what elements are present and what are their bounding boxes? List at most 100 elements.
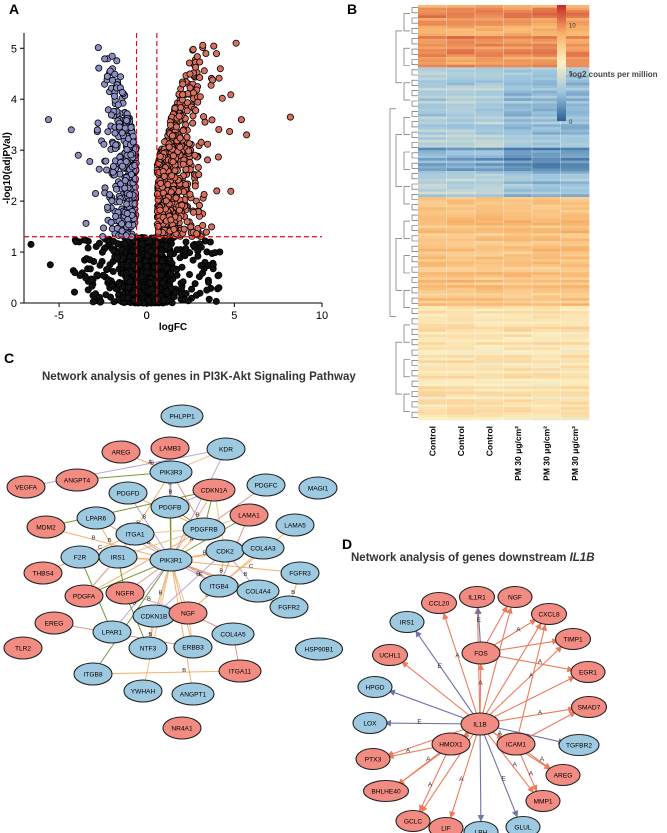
heatmap-cell: [475, 417, 504, 421]
heatmap-cell: [446, 158, 476, 161]
heatmap-cell: [503, 339, 533, 343]
heatmap-cell: [532, 41, 561, 45]
heatmap-cell: [475, 235, 504, 239]
volcano-point: [100, 224, 108, 232]
node-label: CXCL8: [538, 611, 560, 618]
heatmap-cell: [475, 62, 504, 65]
edge-label: A: [529, 770, 534, 777]
volcano-point: [106, 191, 114, 199]
heatmap-cell: [560, 20, 590, 24]
edge-label: A: [406, 747, 411, 754]
heatmap-cell: [503, 292, 533, 296]
heatmap-cell: [475, 129, 504, 133]
node-shape: [460, 712, 500, 736]
volcano-point: [105, 276, 113, 284]
volcano-point: [111, 129, 119, 137]
heatmap-cell: [446, 163, 476, 167]
heatmap-cell: [446, 93, 476, 97]
volcano-point: [192, 107, 200, 115]
heatmap-cell: [418, 191, 447, 195]
heatmap-cell: [560, 290, 590, 294]
volcano-point: [214, 153, 222, 161]
heatmap-cell: [560, 98, 590, 102]
heatmap-cell: [475, 217, 504, 221]
heatmap-cell: [418, 217, 447, 221]
heatmap-cell: [446, 20, 476, 24]
heatmap-cell: [532, 357, 561, 361]
heatmap-cell: [475, 43, 504, 47]
heatmap-cell: [475, 103, 504, 107]
heatmap-cell: [560, 347, 590, 351]
heatmap-cell: [475, 134, 504, 138]
heatmap-cell: [446, 394, 476, 397]
heatmap-cell: [503, 186, 533, 190]
heatmap-cell: [560, 121, 590, 125]
volcano-point: [118, 129, 126, 137]
heatmap-cell: [475, 90, 504, 94]
network-edge: [92, 670, 241, 675]
heatmap-cell: [503, 90, 533, 94]
node-label: ICAM1: [506, 741, 526, 748]
volcano-point: [172, 194, 180, 202]
volcano-point: [186, 70, 194, 78]
heatmap-cell: [475, 202, 504, 206]
volcano-point: [109, 168, 117, 176]
heatmap-cell: [560, 391, 590, 395]
heatmap-cell: [475, 394, 504, 397]
heatmap-cell: [446, 147, 476, 151]
heatmap-cell: [475, 241, 504, 244]
heatmap-cell: [503, 207, 533, 211]
heatmap-cell: [446, 168, 476, 172]
heatmap-cell: [503, 282, 533, 286]
node-shape: [34, 611, 74, 635]
heatmap-cell: [446, 399, 476, 403]
volcano-point: [116, 170, 124, 178]
heatmap-cell: [560, 64, 590, 68]
y-tick-label: 0: [11, 298, 17, 310]
node-label: HSP90B1: [305, 646, 334, 653]
edge-label: A: [428, 781, 433, 788]
heatmap-cell: [446, 121, 476, 125]
heatmap-cell: [503, 272, 533, 276]
node-irs1: IRS1: [98, 545, 138, 569]
volcano-point: [96, 261, 104, 269]
heatmap-cell: [446, 233, 476, 237]
network-edge: [421, 723, 481, 813]
heatmap-cell: [560, 80, 590, 84]
heatmap-cell: [418, 298, 447, 301]
x-tick-label: -5: [54, 310, 64, 322]
node-shape: [108, 481, 148, 505]
volcano-point: [179, 91, 187, 99]
heatmap-cell: [532, 238, 561, 242]
heatmap-cell: [418, 266, 447, 270]
volcano-point: [154, 295, 162, 303]
heatmap-cell: [475, 378, 504, 382]
volcano-point: [170, 225, 178, 233]
heatmap-cell: [560, 93, 590, 97]
heatmap-cell: [503, 158, 533, 161]
heatmap-cell: [560, 85, 590, 89]
heatmap-cell: [418, 165, 447, 169]
heatmap-cell: [560, 282, 590, 286]
heatmap-cell: [475, 279, 504, 283]
heatmap-cell: [560, 225, 590, 229]
heatmap-cell: [475, 25, 504, 29]
heatmap-cell: [560, 233, 590, 237]
heatmap-cell: [532, 256, 561, 260]
node-fgfr3: FGFR3: [280, 561, 320, 585]
volcano-point: [82, 219, 90, 227]
heatmap-cell: [560, 365, 590, 369]
volcano-point: [189, 89, 197, 97]
volcano-point: [156, 152, 164, 160]
heatmap-cell: [560, 111, 590, 115]
heatmap-cell: [532, 274, 561, 278]
heatmap-cell: [475, 49, 504, 52]
heatmap-cell: [475, 82, 504, 86]
heatmap-cell: [560, 308, 590, 312]
heatmap-cell: [532, 147, 561, 151]
heatmap-cell: [532, 373, 561, 377]
node-shape: [55, 468, 99, 492]
volcano-point: [82, 274, 90, 282]
heatmap-cell: [418, 88, 447, 91]
volcano-point: [179, 127, 187, 135]
